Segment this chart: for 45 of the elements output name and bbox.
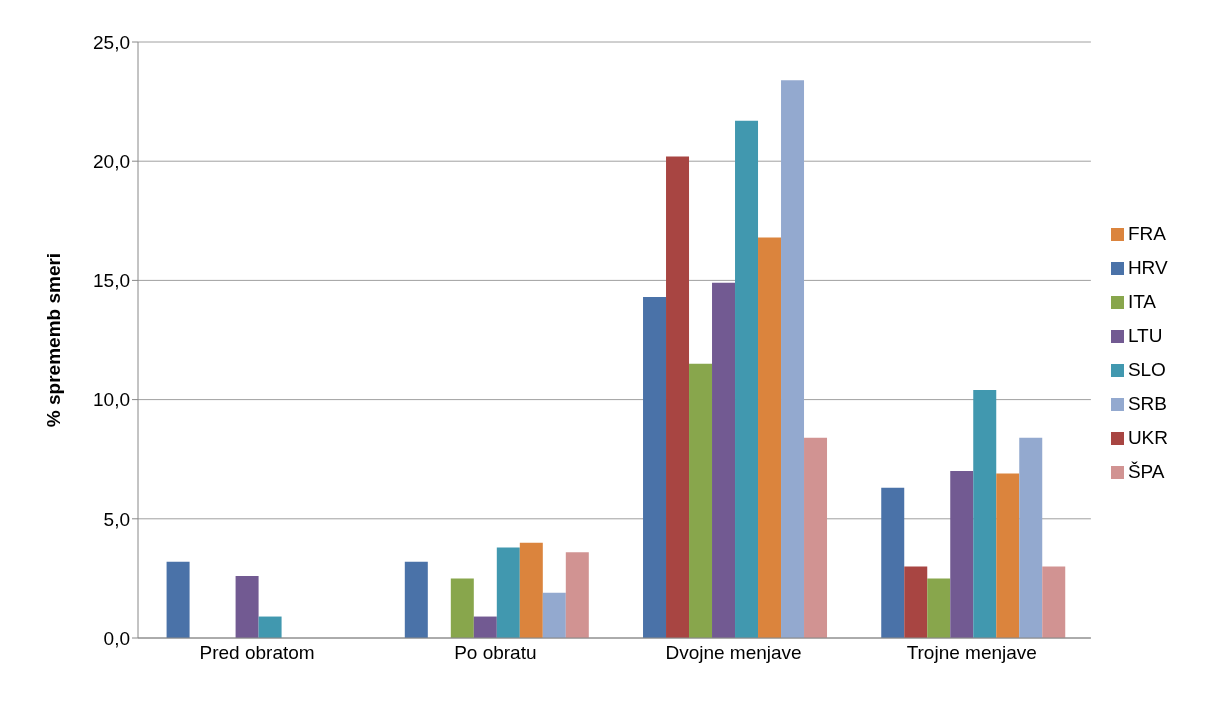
y-tick-label: 25,0 bbox=[93, 31, 130, 53]
bar bbox=[519, 542, 543, 638]
legend-label: LTU bbox=[1127, 325, 1163, 346]
bar bbox=[904, 566, 928, 638]
bar bbox=[758, 237, 782, 638]
y-tick-label: 0,0 bbox=[103, 627, 130, 649]
x-tick-label: Pred obratom bbox=[199, 642, 315, 664]
bar bbox=[1042, 566, 1066, 638]
bar bbox=[404, 561, 428, 638]
bar bbox=[950, 471, 974, 638]
legend-label: ITA bbox=[1127, 291, 1157, 312]
bar bbox=[735, 120, 759, 638]
bar bbox=[881, 487, 905, 638]
x-tick-label: Po obratu bbox=[454, 642, 537, 664]
x-tick-label: Dvojne menjave bbox=[665, 642, 802, 664]
bar bbox=[927, 578, 951, 638]
bar bbox=[689, 363, 713, 638]
bar bbox=[804, 437, 828, 638]
bar bbox=[565, 552, 589, 638]
legend-label: HRV bbox=[1127, 257, 1168, 278]
legend-label: SRB bbox=[1127, 393, 1167, 414]
bar bbox=[496, 547, 520, 638]
bar bbox=[996, 473, 1020, 638]
bar bbox=[473, 616, 497, 638]
y-tick-label: 5,0 bbox=[103, 508, 130, 530]
bar bbox=[542, 592, 566, 638]
y-tick-label: 20,0 bbox=[93, 150, 130, 172]
bar bbox=[235, 576, 259, 638]
bar bbox=[166, 561, 190, 638]
bar bbox=[1019, 437, 1043, 638]
bar bbox=[450, 578, 474, 638]
bar bbox=[973, 390, 997, 638]
x-tick-label: Trojne menjave bbox=[906, 642, 1037, 664]
bar bbox=[712, 282, 736, 638]
y-tick-label: 15,0 bbox=[93, 270, 130, 292]
y-axis-title: % sprememb smeri bbox=[42, 252, 64, 428]
bar bbox=[643, 297, 667, 638]
y-tick-label: 10,0 bbox=[93, 389, 130, 411]
bar bbox=[781, 80, 805, 638]
legend-label: SLO bbox=[1127, 359, 1166, 380]
legend-label: UKR bbox=[1127, 427, 1168, 448]
bar bbox=[666, 156, 690, 638]
bar bbox=[258, 616, 282, 638]
legend-label: ŠPA bbox=[1127, 461, 1165, 482]
legend-label: FRA bbox=[1127, 223, 1166, 244]
